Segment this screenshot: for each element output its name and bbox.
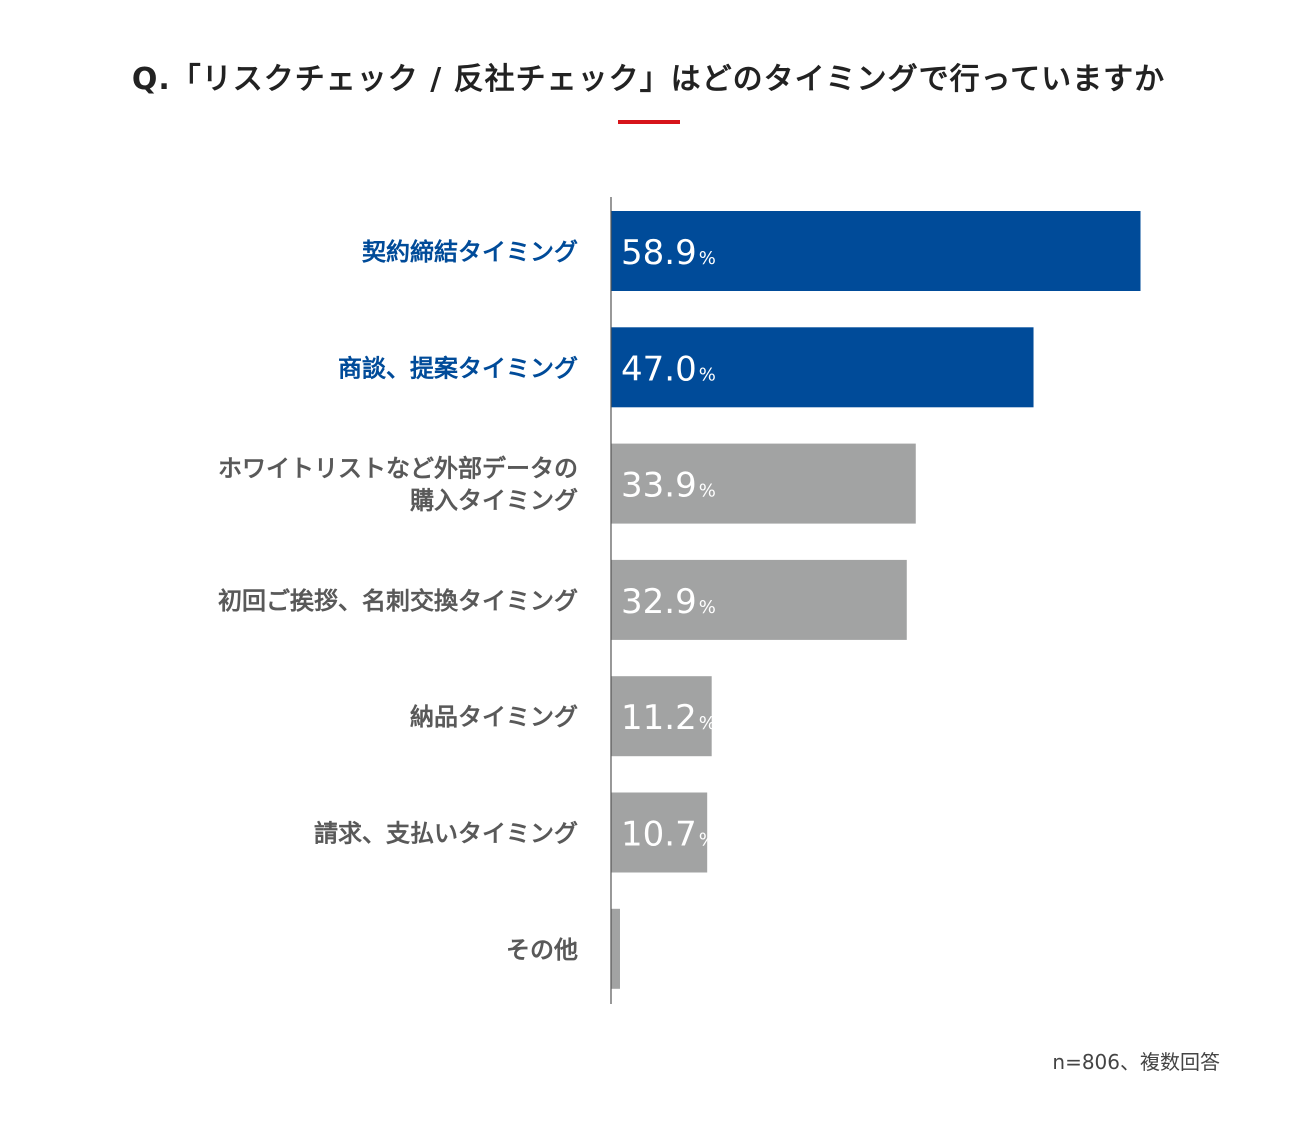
bar-value-label: 58.9% [621, 233, 716, 273]
bar-value-label: 11.2% [621, 698, 716, 738]
bar-value-label: 32.9% [621, 582, 716, 622]
bar [611, 559, 907, 640]
bar-value-unit: % [699, 248, 716, 269]
bar-value-unit: % [699, 713, 716, 734]
bar-value-unit: % [699, 364, 716, 385]
bar-value-number: 1.0 [621, 931, 675, 971]
bar-value-label: 1.0% [621, 931, 694, 971]
bar-value-number: 58.9 [621, 233, 697, 273]
chart-title: Q.「リスクチェック / 反社チェック」はどのタイミングで行っていますか [131, 62, 1166, 97]
bar-value-unit: % [699, 481, 716, 502]
category-label-line: その他 [506, 936, 578, 964]
category-label: 請求、支払いタイミング [314, 820, 578, 848]
bar-value-label: 47.0% [621, 349, 716, 389]
bar-value-unit: % [699, 597, 716, 618]
bar [611, 908, 620, 989]
bar-value-number: 10.7 [621, 815, 697, 855]
bar-value-label: 33.9% [621, 466, 716, 506]
category-label: ホワイトリストなど外部データの購入タイミング [218, 455, 578, 515]
category-label-line: ホワイトリストなど外部データの [218, 455, 578, 483]
bar-value-number: 47.0 [621, 349, 697, 389]
bar-value-label: 10.7% [621, 815, 716, 855]
bar-value-unit: % [677, 946, 694, 967]
category-label-line: 納品タイミング [410, 703, 578, 731]
footnote: n=806、複数回答 [1052, 1050, 1220, 1074]
bar-value-unit: % [699, 830, 716, 851]
bar [611, 443, 916, 524]
category-label: 納品タイミング [410, 703, 578, 731]
bar [611, 327, 1034, 408]
bar-value-number: 32.9 [621, 582, 697, 622]
bar-value-number: 33.9 [621, 466, 697, 506]
bar [611, 792, 708, 873]
bar [611, 676, 712, 757]
bar [611, 211, 1141, 291]
category-label-line: 契約締結タイミング [362, 238, 578, 266]
category-label: 初回ご挨拶、名刺交換タイミング [218, 587, 578, 615]
category-label: 商談、提案タイミング [338, 354, 578, 382]
category-label: 契約締結タイミング [362, 238, 578, 266]
category-label-line: 初回ご挨拶、名刺交換タイミング [218, 587, 578, 615]
category-label-line: 購入タイミング [410, 487, 578, 515]
category-label: その他 [506, 936, 578, 964]
category-label-line: 請求、支払いタイミング [314, 820, 578, 848]
title-accent-line [618, 120, 680, 124]
bar-value-number: 11.2 [621, 698, 697, 738]
category-label-line: 商談、提案タイミング [338, 354, 578, 382]
